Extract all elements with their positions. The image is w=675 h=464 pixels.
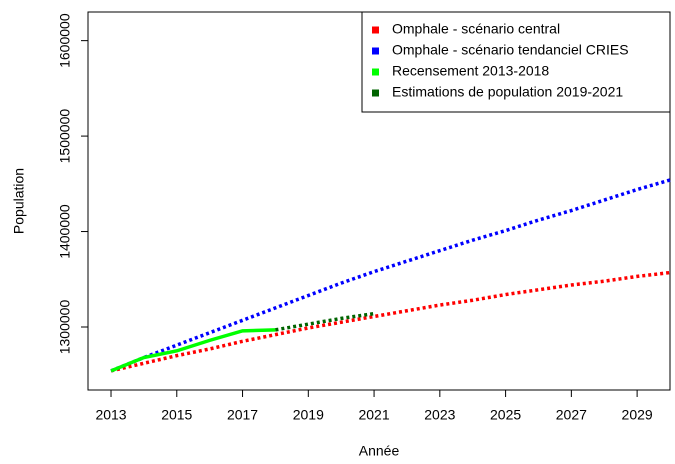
y-tick-label: 1600000 xyxy=(57,13,73,68)
series-line xyxy=(110,178,671,373)
series-line xyxy=(110,328,276,373)
y-tick-label: 1300000 xyxy=(57,300,73,355)
legend-swatch xyxy=(372,68,379,76)
legend-swatch xyxy=(372,89,379,97)
legend-label: Estimations de population 2019-2021 xyxy=(392,84,623,100)
y-tick-label: 1400000 xyxy=(57,204,73,259)
x-tick-label: 2017 xyxy=(227,407,258,423)
x-tick-label: 2027 xyxy=(556,407,587,423)
x-tick-label: 2015 xyxy=(161,407,192,423)
series-line xyxy=(110,270,671,373)
legend-label: Recensement 2013-2018 xyxy=(392,63,549,79)
x-axis-label: Année xyxy=(359,443,400,459)
legend-label: Omphale - scénario tendanciel CRIES xyxy=(392,42,629,58)
legend-swatch xyxy=(372,47,379,55)
x-tick-label: 2023 xyxy=(424,407,455,423)
y-axis-label: Population xyxy=(11,168,27,234)
legend-label: Omphale - scénario central xyxy=(392,21,560,37)
legend-box xyxy=(361,11,671,113)
x-tick-label: 2013 xyxy=(95,407,126,423)
x-tick-label: 2029 xyxy=(622,407,653,423)
x-tick-label: 2025 xyxy=(490,407,521,423)
x-tick-label: 2019 xyxy=(293,407,324,423)
legend-swatch xyxy=(372,26,379,34)
y-tick-label: 1500000 xyxy=(57,109,73,164)
x-tick-label: 2021 xyxy=(358,407,389,423)
series-line xyxy=(275,311,375,332)
